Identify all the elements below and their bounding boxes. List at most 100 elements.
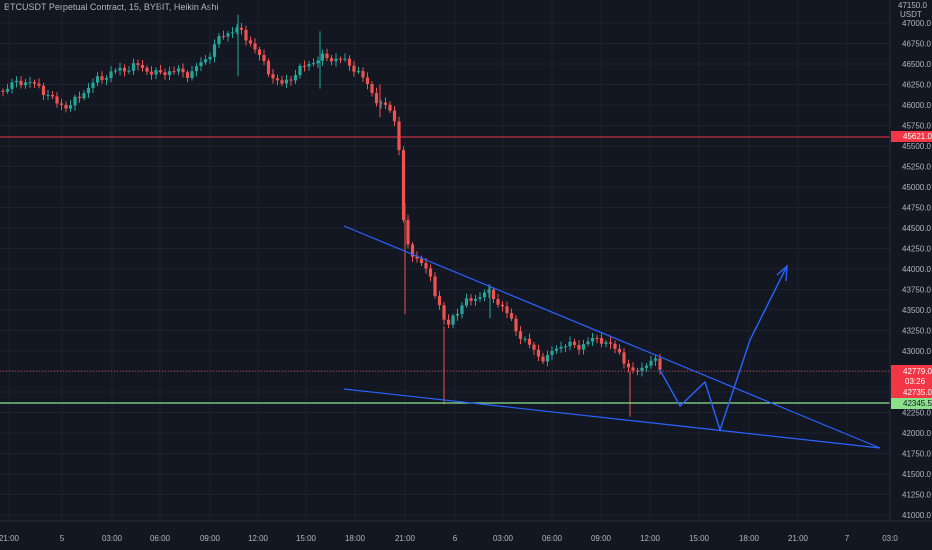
candle-body <box>640 367 644 372</box>
candle-body <box>46 94 50 96</box>
candle-body <box>64 104 68 109</box>
time-label: 03:00 <box>493 534 514 543</box>
time-label: 15:00 <box>296 534 317 543</box>
candle-body <box>325 53 329 59</box>
candle-body <box>190 71 194 78</box>
candle-body <box>208 56 212 60</box>
candle-body <box>491 289 496 300</box>
candle-body <box>388 104 392 111</box>
price-label: 46250.0 <box>902 81 931 90</box>
price-label: 43500.0 <box>902 306 931 315</box>
candle-body <box>280 80 284 84</box>
low-mark-badge: 42735.0 <box>903 388 932 397</box>
lower-trendline <box>343 388 881 449</box>
candle-body <box>451 315 455 325</box>
candle-body <box>370 84 374 93</box>
candle-body <box>379 102 383 104</box>
candle-body <box>5 88 10 92</box>
candle-body <box>185 72 190 78</box>
candle-body <box>221 36 226 38</box>
candle-body <box>284 79 289 84</box>
price-badge-bg <box>891 365 932 398</box>
candle-body <box>590 337 595 342</box>
candle-body <box>127 70 131 72</box>
candle-body <box>536 349 541 357</box>
candle-body <box>338 58 343 60</box>
price-label: 45250.0 <box>902 163 931 172</box>
candle-body <box>248 40 253 44</box>
candle-body <box>217 36 221 45</box>
candle-body <box>140 64 145 68</box>
candle-body <box>244 29 248 41</box>
candle-body <box>68 105 73 109</box>
candle-body <box>253 43 257 50</box>
candle-body <box>311 63 316 65</box>
price-label: 45500.0 <box>902 142 931 151</box>
candle-body <box>149 71 154 75</box>
candle-body <box>37 83 41 86</box>
candle-body <box>577 345 581 350</box>
candle-body <box>649 360 653 366</box>
support-badge-bg <box>891 398 932 409</box>
candle-body <box>122 67 127 72</box>
time-label: 21:00 <box>395 534 416 543</box>
candle-body <box>203 59 208 63</box>
candle-body <box>554 348 559 351</box>
candle-body <box>257 49 262 55</box>
candle-body <box>410 244 415 257</box>
candle-body <box>401 150 406 220</box>
candle-body <box>487 289 491 293</box>
candle-body <box>532 344 536 350</box>
candle-body <box>19 80 23 86</box>
time-label: 09:00 <box>200 534 221 543</box>
grid <box>0 0 891 521</box>
candle-body <box>446 319 451 325</box>
candle-body <box>527 338 532 345</box>
candle-body <box>118 67 122 71</box>
price-label: 45000.0 <box>902 183 931 192</box>
candle-body <box>77 96 82 99</box>
resistance-badge: 45621.0 <box>903 132 932 141</box>
candle-body <box>145 67 149 72</box>
candle-body <box>455 313 460 316</box>
candle-body <box>329 58 334 62</box>
time-label: 21:00 <box>788 534 809 543</box>
resistance-badge-bg <box>891 131 932 142</box>
candle-body <box>235 27 239 33</box>
time-label: 6 <box>453 534 458 543</box>
projection-path <box>659 267 787 433</box>
candle-body <box>28 82 32 84</box>
candle-body <box>473 298 478 301</box>
candle-body <box>500 304 505 307</box>
time-label: 06:00 <box>542 534 563 543</box>
candle-body <box>343 58 347 60</box>
candle-body <box>604 342 608 344</box>
candle-body <box>55 96 59 104</box>
support-badge: 42345.5 <box>903 399 932 408</box>
candle-body <box>514 318 518 332</box>
price-label: 44000.0 <box>902 265 931 274</box>
candle-body <box>406 219 410 245</box>
price-label: 47000.0 <box>902 19 931 28</box>
candle-body <box>302 65 307 67</box>
candle-body <box>415 256 419 259</box>
candle-body <box>298 65 302 76</box>
candle-body <box>419 258 424 264</box>
candle-body <box>631 367 635 371</box>
price-label: 44500.0 <box>902 224 931 233</box>
candle-body <box>41 85 46 96</box>
candle-body <box>271 74 275 79</box>
time-label: 21:00 <box>0 534 20 543</box>
candle-body <box>131 63 136 71</box>
candle-body <box>482 292 487 298</box>
candle-body <box>181 68 185 73</box>
candle-body <box>365 77 370 85</box>
candle-body <box>262 54 266 61</box>
candle-body <box>658 358 662 370</box>
time-label: 03:00 <box>102 534 123 543</box>
candle-body <box>626 363 631 368</box>
candle-body <box>550 350 554 355</box>
